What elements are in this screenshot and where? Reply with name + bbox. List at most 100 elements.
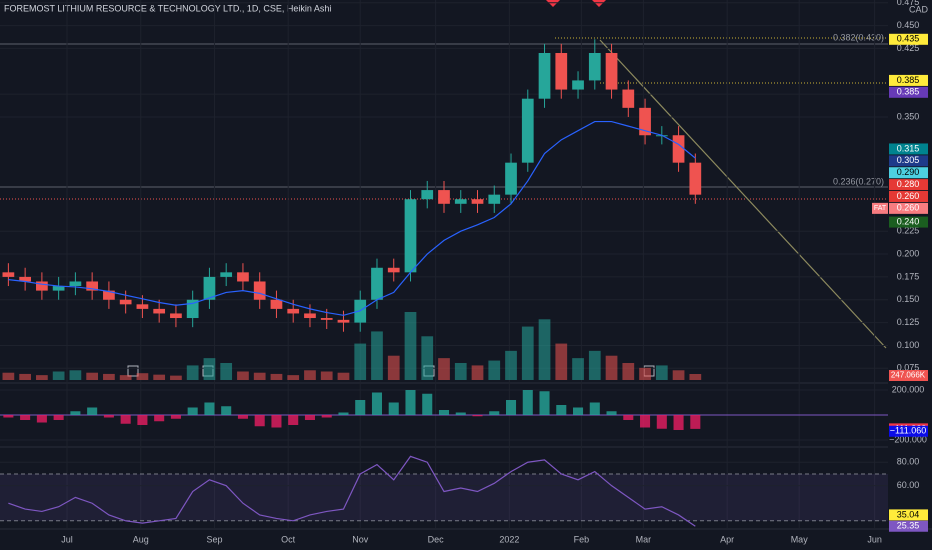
histogram-bar [472,415,483,417]
histogram-bar [640,415,651,428]
volume-bar [253,372,266,380]
candle-body [404,199,417,273]
histogram-bar [539,391,550,415]
y-tick-label: 0.100 [897,340,920,350]
x-tick-label: Feb [574,534,590,544]
histogram-bar [221,406,232,415]
candle-body [136,304,149,309]
histogram-bar [489,411,500,415]
volume-bar [69,370,82,380]
candle-body [304,313,316,319]
histogram-bar [36,415,47,423]
x-tick-label: Sep [206,534,222,544]
badge-tag [872,202,888,214]
y-tick-label: 0.075 [897,363,920,373]
candle-body [69,281,82,287]
histogram-bar [355,400,366,415]
histogram-bar [120,415,131,424]
volume-bar [588,350,601,380]
histogram-bar [70,411,81,415]
price-badge-label: −111.060 [890,426,926,436]
price-badge [889,216,928,228]
volume-bar [555,343,568,380]
candle-body [287,308,300,314]
volume-bar [538,319,551,380]
rsi-line [8,455,696,527]
histogram-bar [20,415,31,420]
volume-bar [2,372,15,380]
price-badge [889,202,928,214]
candle-body [622,89,635,108]
volume-bar [170,375,182,380]
volume-bar [186,365,199,380]
price-badge [889,167,928,179]
fib-label: 0.382(0.430) [833,32,884,42]
x-tick-label: Mar [636,534,652,544]
price-badge-label: 0.260 [897,203,920,213]
candle-body [170,313,182,319]
volume-bar [354,343,367,380]
price-badge [889,33,928,45]
histogram-bar [87,407,98,415]
y-tick-label: 0.150 [897,294,920,304]
price-badge-label: 0.435 [897,34,920,44]
y-tick-label: −200.000 [889,434,927,444]
candle-body [153,308,166,314]
volume-bar [287,375,300,380]
volume-bar [387,355,400,380]
candle-body [119,299,132,305]
histogram-bar [388,402,399,415]
candle-body [689,162,702,195]
candle-body [421,190,434,200]
volume-bar [119,375,132,380]
volume-badge-label: 247.066K [891,371,926,380]
candle-body [220,272,233,277]
volume-bar [371,331,383,380]
volume-bar [521,326,534,380]
x-tick-label: Dec [428,534,445,544]
volume-badge [889,370,928,381]
histogram-bar [288,415,299,425]
x-tick-label: Apr [720,534,734,544]
candle-body [471,199,484,204]
volume-bar [655,365,668,380]
histogram-bar [690,415,701,429]
volume-bar [36,375,48,380]
volume-bar [454,363,467,380]
candle-body [2,272,15,277]
candle-body [320,318,333,320]
x-tick-label: May [791,534,809,544]
y-tick-label: 0.125 [897,317,920,327]
candle-body [270,299,283,309]
price-badge [889,179,928,191]
volume-bar [605,355,618,380]
earnings-icon [127,365,139,377]
price-badge [889,509,928,521]
price-badge-label: 0.315 [897,143,920,153]
volume-bar [203,358,216,380]
volume-bar [337,372,350,380]
volume-bar [572,358,584,380]
candle-body [572,80,584,90]
candle-body [253,281,266,300]
volume-bar [639,367,651,380]
y-tick-label: 0.450 [897,20,920,30]
histogram-bar [53,415,64,420]
histogram-bar [170,415,181,419]
chart-title: FOREMOST LITHIUM RESOURCE & TECHNOLOGY L… [4,3,331,13]
candle-body [672,135,685,163]
histogram-bar [589,402,600,415]
volume-bar [153,374,166,380]
y-tick-label: 60.00 [897,480,920,490]
price-badge-label: 0.385 [897,87,920,97]
volume-bar [421,336,434,380]
candle-body [237,272,249,282]
x-tick-label: Jun [867,534,882,544]
badge-tag-label: FAT [874,205,887,212]
price-badge [889,155,928,167]
volume-bar [438,358,450,380]
histogram-bar [556,405,567,415]
candle-body [454,199,467,204]
signal-arrow [546,0,560,7]
y-tick-label: 0.350 [897,111,920,121]
